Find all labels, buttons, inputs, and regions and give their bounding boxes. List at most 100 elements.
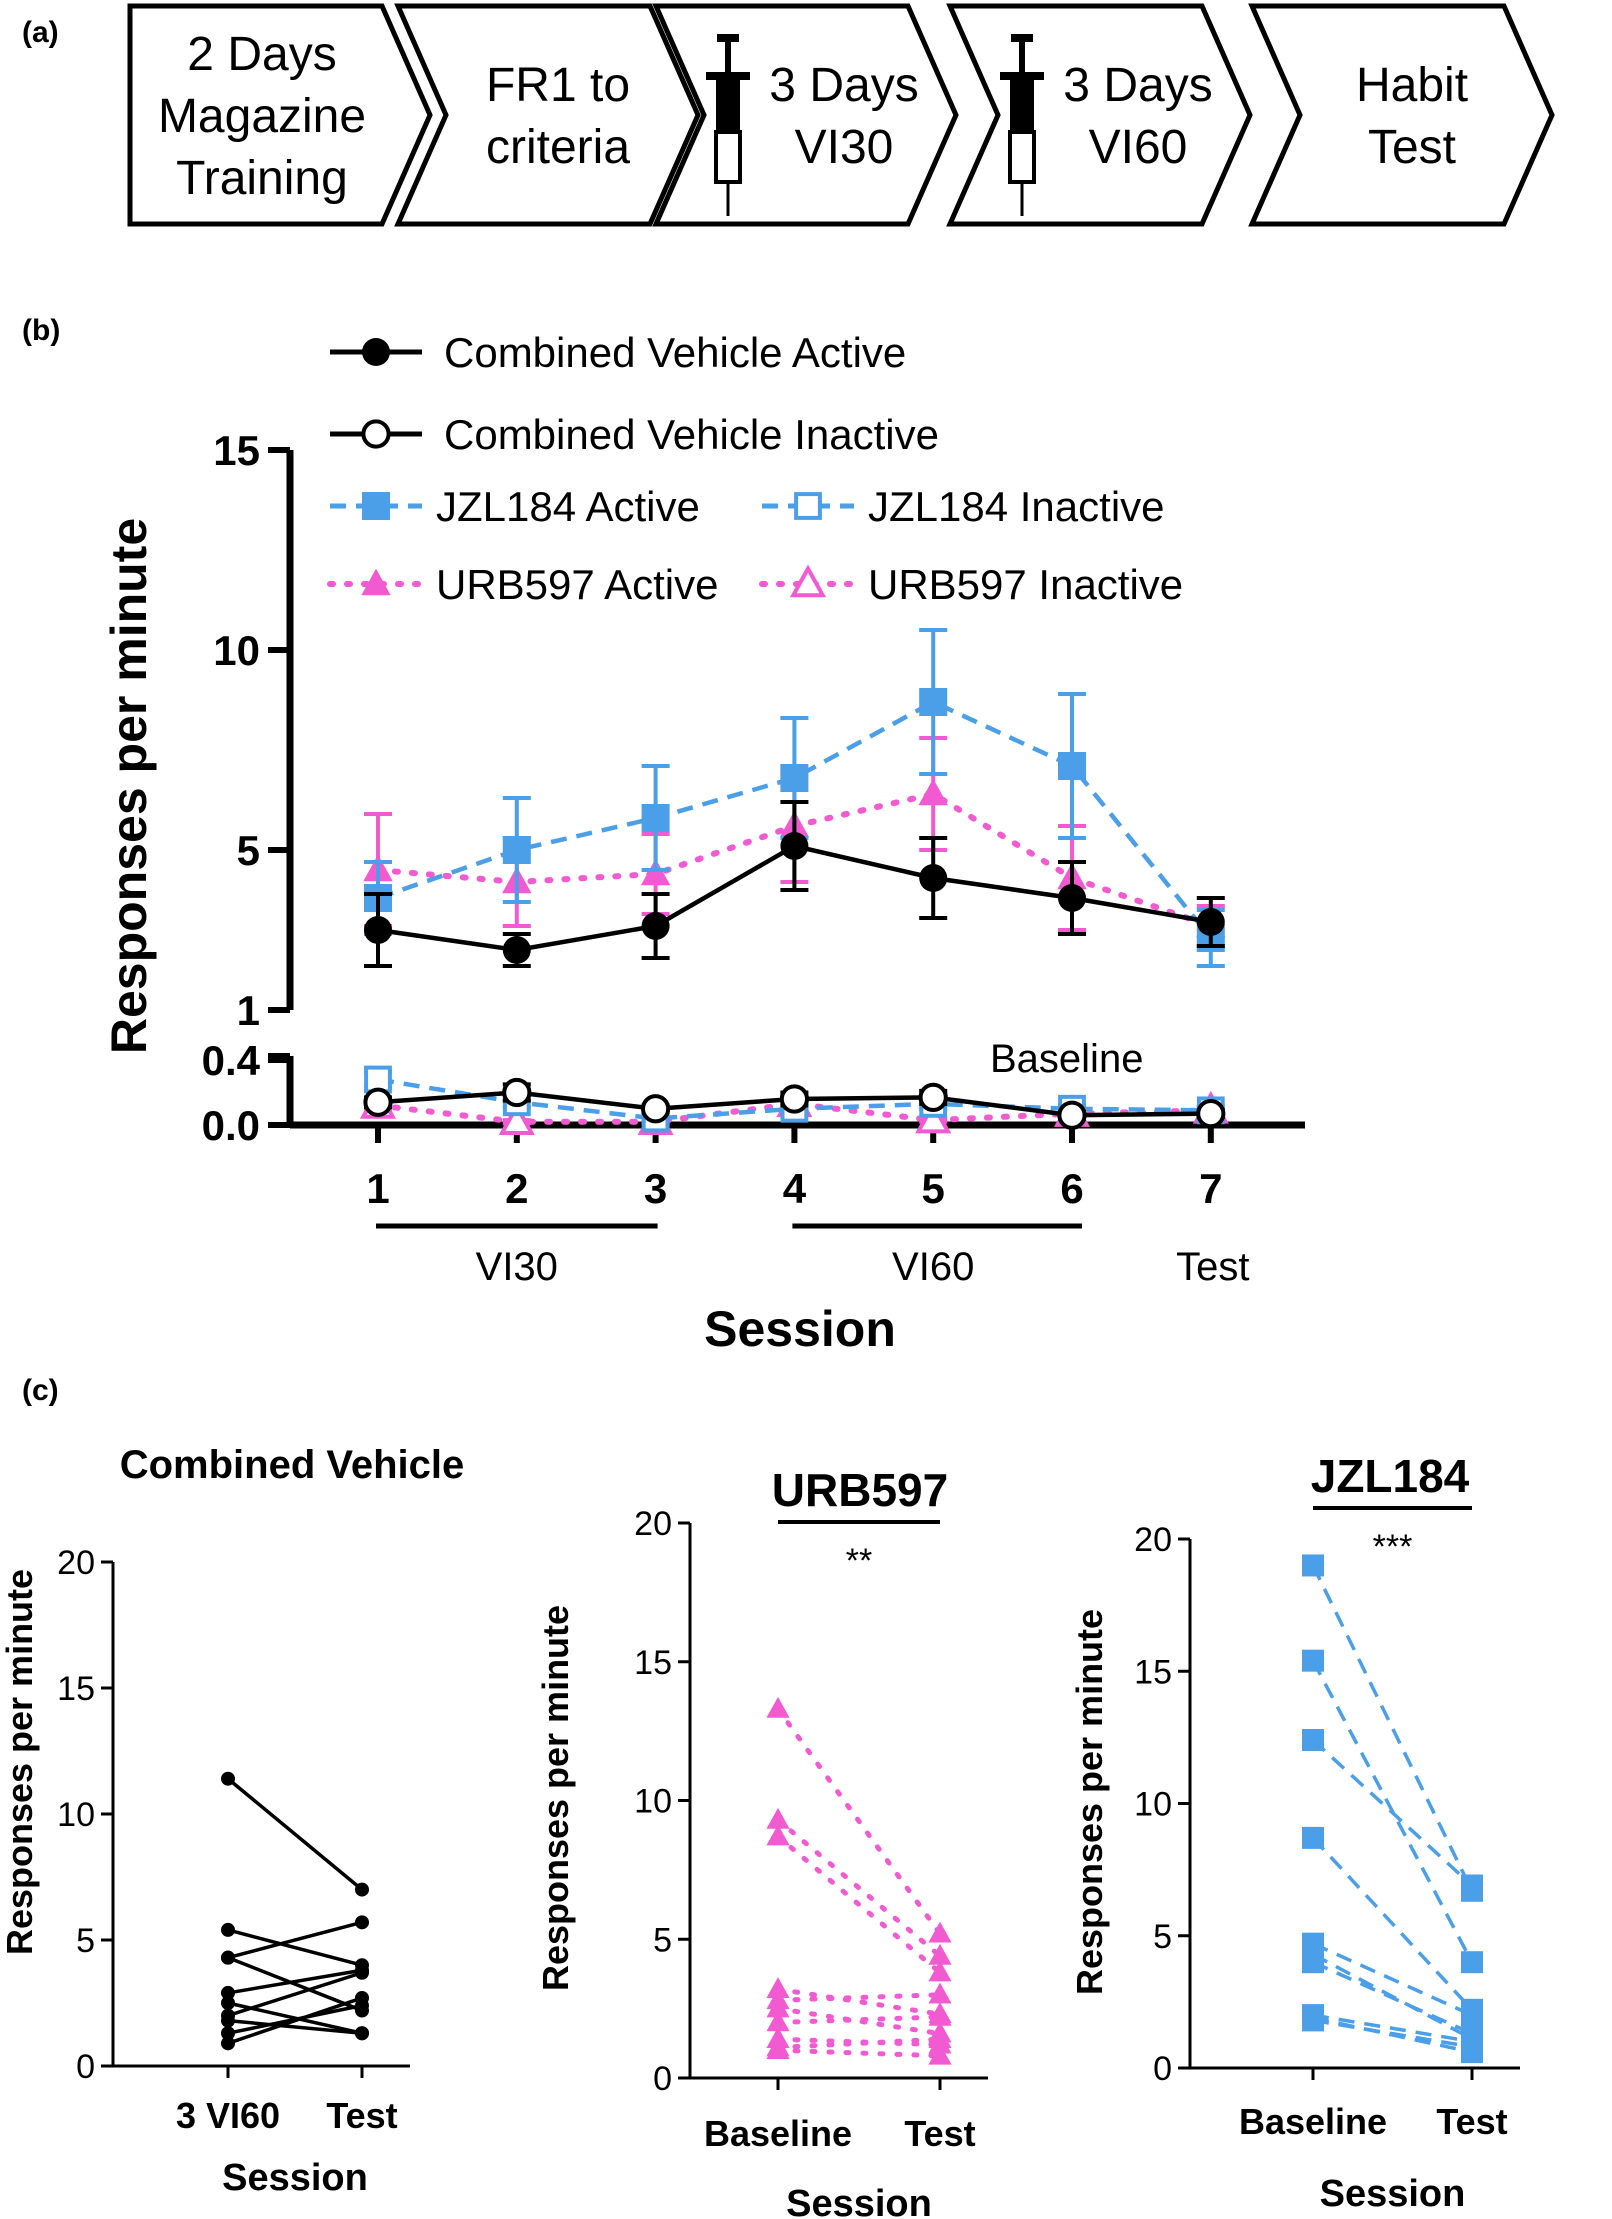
y-axis-title: Responses per minute: [1069, 1609, 1110, 1995]
subchart-title: JZL184: [1311, 1450, 1470, 1502]
data-point: [502, 936, 531, 964]
x-axis-title: Session: [704, 1301, 896, 1357]
y-tick-label: 5: [237, 827, 260, 874]
data-point: [364, 916, 392, 944]
data-point: [928, 1960, 952, 1982]
pair-line: [227, 1996, 363, 2045]
data-point: [641, 912, 670, 940]
y-tick-label: 15: [213, 427, 260, 474]
data-point: [766, 1696, 790, 1718]
y-tick-label: 5: [76, 1922, 95, 1960]
data-point: [221, 2036, 235, 2051]
data-point: [919, 688, 948, 716]
legend-label: URB597 Inactive: [868, 561, 1183, 608]
pair-line: [1312, 1942, 1473, 2017]
x-tick-label: Test: [904, 2113, 975, 2154]
legend-label: JZL184 Inactive: [868, 483, 1165, 530]
x-tick-label: 4: [783, 1165, 807, 1212]
protocol-step-text: FR1 to: [486, 59, 630, 112]
x-tick-label: Test: [1436, 2101, 1507, 2142]
y-axis-title: Responses per minute: [101, 518, 157, 1054]
data-point: [641, 804, 670, 832]
syringe-plunger-top: [717, 34, 739, 42]
series-combined-vehicle-active: [364, 800, 1225, 968]
data-point: [1302, 1826, 1324, 1849]
data-point: [1196, 908, 1225, 936]
data-point: [918, 1082, 948, 1112]
data-point: [221, 1771, 235, 1786]
y-tick-label: 1: [237, 987, 260, 1034]
legend-label: JZL184 Active: [436, 483, 700, 530]
syringe-barrel-dark: [1010, 80, 1034, 132]
pair-line: [227, 1928, 363, 1967]
data-point: [766, 2035, 790, 2057]
protocol-step-2: [394, 3, 701, 227]
panel-c-label: (c): [22, 1374, 59, 1407]
y-tick-label: 0.0: [202, 1102, 260, 1149]
data-point: [928, 2043, 952, 2065]
pair-line: [1311, 1836, 1474, 2011]
pair-line: [775, 2036, 943, 2048]
protocol-step-text: Test: [1368, 121, 1456, 174]
y-tick-label: 5: [1153, 1918, 1172, 1956]
y-tick-label: 20: [1134, 1521, 1172, 1559]
data-point: [221, 2026, 235, 2041]
data-point: [779, 1084, 810, 1114]
syringe-flange: [1000, 72, 1044, 80]
pair-line: [1311, 1738, 1474, 1887]
subchart-combined-vehicle: Combined Vehicle 20 15 10 5 0 3 VI60 Test Sessio…: [0, 1443, 464, 2199]
data-point: [1461, 1951, 1483, 1974]
pair-line: [1312, 2013, 1473, 2044]
pair-line: [775, 1986, 943, 2017]
legend-marker: [361, 419, 391, 449]
data-point: [915, 1100, 952, 1134]
data-point: [1058, 752, 1086, 780]
data-point: [502, 836, 531, 864]
data-point: [355, 2026, 369, 2041]
data-point: [355, 1882, 369, 1897]
significance-stars: **: [846, 1542, 872, 1580]
x-tick-label: Test: [326, 2095, 397, 2136]
subchart-urb597: URB597 ** 20 15 10 5 0 Baseline Test Session Respo…: [535, 1464, 988, 2219]
protocol-step-4: [946, 3, 1253, 227]
x-tick-label: 6: [1060, 1165, 1083, 1212]
data-point: [1058, 884, 1086, 912]
protocol-step-text: Training: [176, 152, 348, 205]
data-point: [1302, 2006, 1324, 2029]
data-point: [641, 1094, 671, 1124]
x-tick-label: 1: [366, 1165, 389, 1212]
legend-label: Combined Vehicle Active: [444, 329, 906, 376]
data-point: [928, 1982, 952, 2004]
data-point: [928, 1921, 952, 1943]
x-tick-label: 7: [1199, 1165, 1222, 1212]
y-tick-label: 15: [57, 1670, 95, 1708]
pair-line: [1311, 1564, 1474, 1892]
y-tick-label: 0: [1153, 2050, 1172, 2088]
data-point: [221, 1985, 235, 2000]
data-point: [1461, 2004, 1483, 2027]
data-point: [498, 1102, 535, 1135]
y-axis-title: Responses per minute: [0, 1569, 40, 1955]
data-point: [766, 1824, 790, 1846]
syringe-flange: [706, 72, 750, 80]
pair-line: [775, 1992, 943, 2003]
subchart-jzl184: JZL184 *** 20 15 10 5 0 Baseline Test Session Resp…: [1069, 1450, 1520, 2215]
phase-label-vi60: VI60: [892, 1245, 974, 1289]
y-tick-label: 0: [76, 2048, 95, 2086]
data-point: [780, 764, 809, 792]
pair-line: [775, 2047, 943, 2059]
data-point: [766, 1977, 790, 1998]
pair-line: [227, 2018, 363, 2035]
data-point: [1057, 1100, 1087, 1130]
data-point: [766, 1807, 790, 1829]
data-point: [1461, 2041, 1483, 2064]
syringe-plunger: [725, 42, 731, 72]
phase-label-test: Test: [1176, 1245, 1249, 1289]
x-tick-label: 2: [505, 1165, 528, 1212]
y-tick-label: 20: [57, 1544, 95, 1582]
before-after-charts: Combined Vehicle 20 15 10 5 0 3 VI60 Test Sessio…: [0, 1443, 1520, 2219]
data-point: [221, 1950, 235, 1965]
x-tick-label: 5: [922, 1165, 945, 1212]
